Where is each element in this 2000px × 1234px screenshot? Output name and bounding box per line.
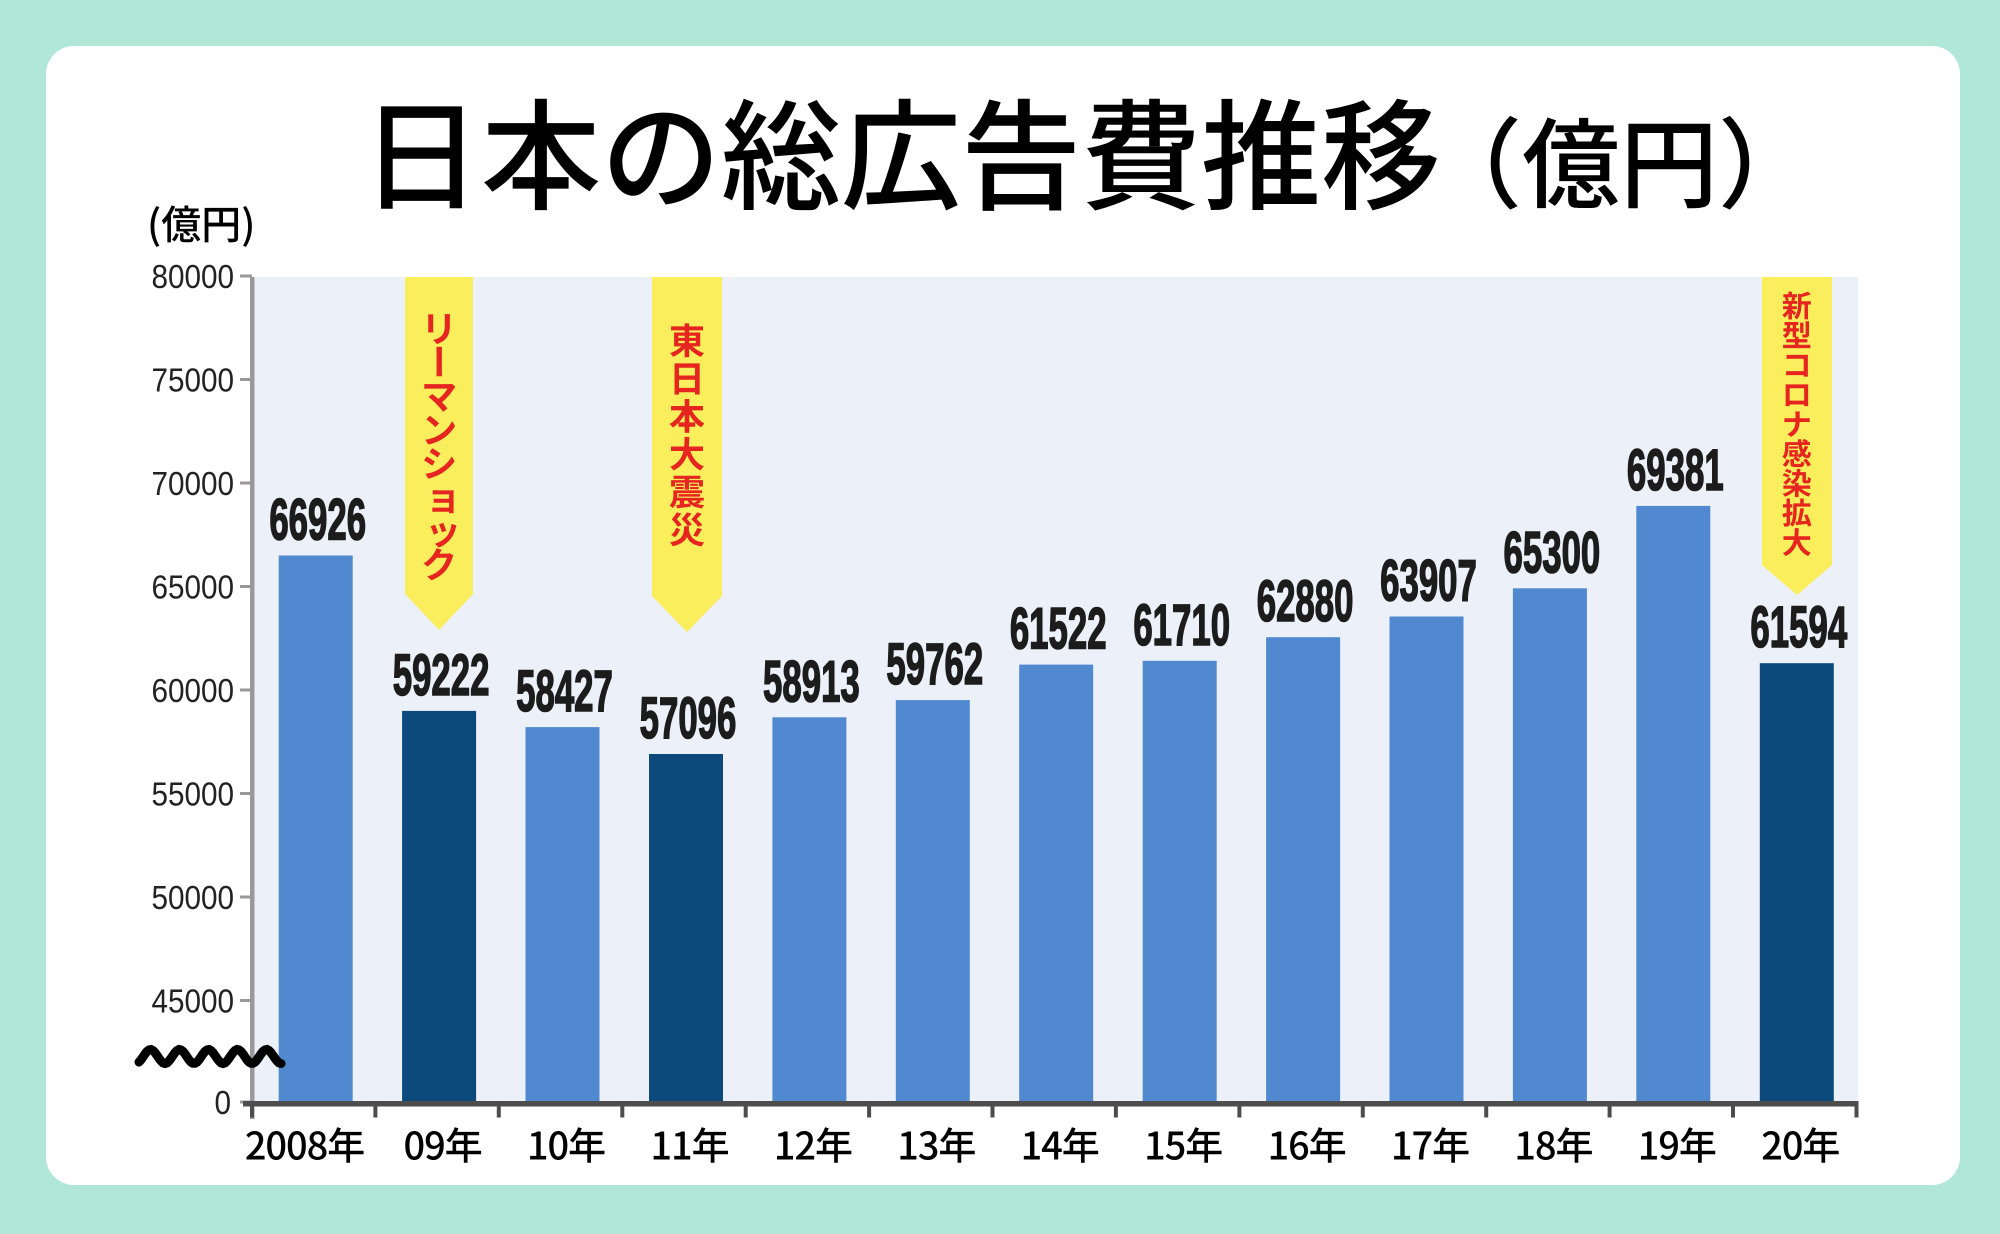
svg-text:61522: 61522: [1010, 598, 1107, 662]
svg-text:57096: 57096: [640, 687, 737, 751]
svg-text:75000: 75000: [151, 362, 234, 399]
svg-text:59222: 59222: [393, 644, 490, 708]
svg-text:69381: 69381: [1627, 439, 1724, 503]
svg-text:66926: 66926: [269, 489, 366, 553]
svg-text:65000: 65000: [151, 569, 234, 606]
svg-text:61594: 61594: [1750, 596, 1847, 660]
svg-text:70000: 70000: [151, 466, 234, 503]
svg-text:58913: 58913: [763, 650, 860, 714]
svg-text:60000: 60000: [151, 673, 234, 710]
svg-text:61710: 61710: [1133, 594, 1230, 658]
svg-text:58427: 58427: [516, 660, 613, 724]
svg-text:50000: 50000: [151, 880, 234, 917]
svg-text:62880: 62880: [1257, 570, 1354, 634]
svg-text:63907: 63907: [1380, 550, 1477, 614]
svg-text:55000: 55000: [151, 776, 234, 813]
svg-text:59762: 59762: [886, 633, 983, 697]
svg-text:65300: 65300: [1504, 521, 1601, 585]
svg-text:80000: 80000: [151, 259, 234, 296]
svg-text:0: 0: [214, 1085, 231, 1122]
svg-text:45000: 45000: [151, 983, 234, 1020]
